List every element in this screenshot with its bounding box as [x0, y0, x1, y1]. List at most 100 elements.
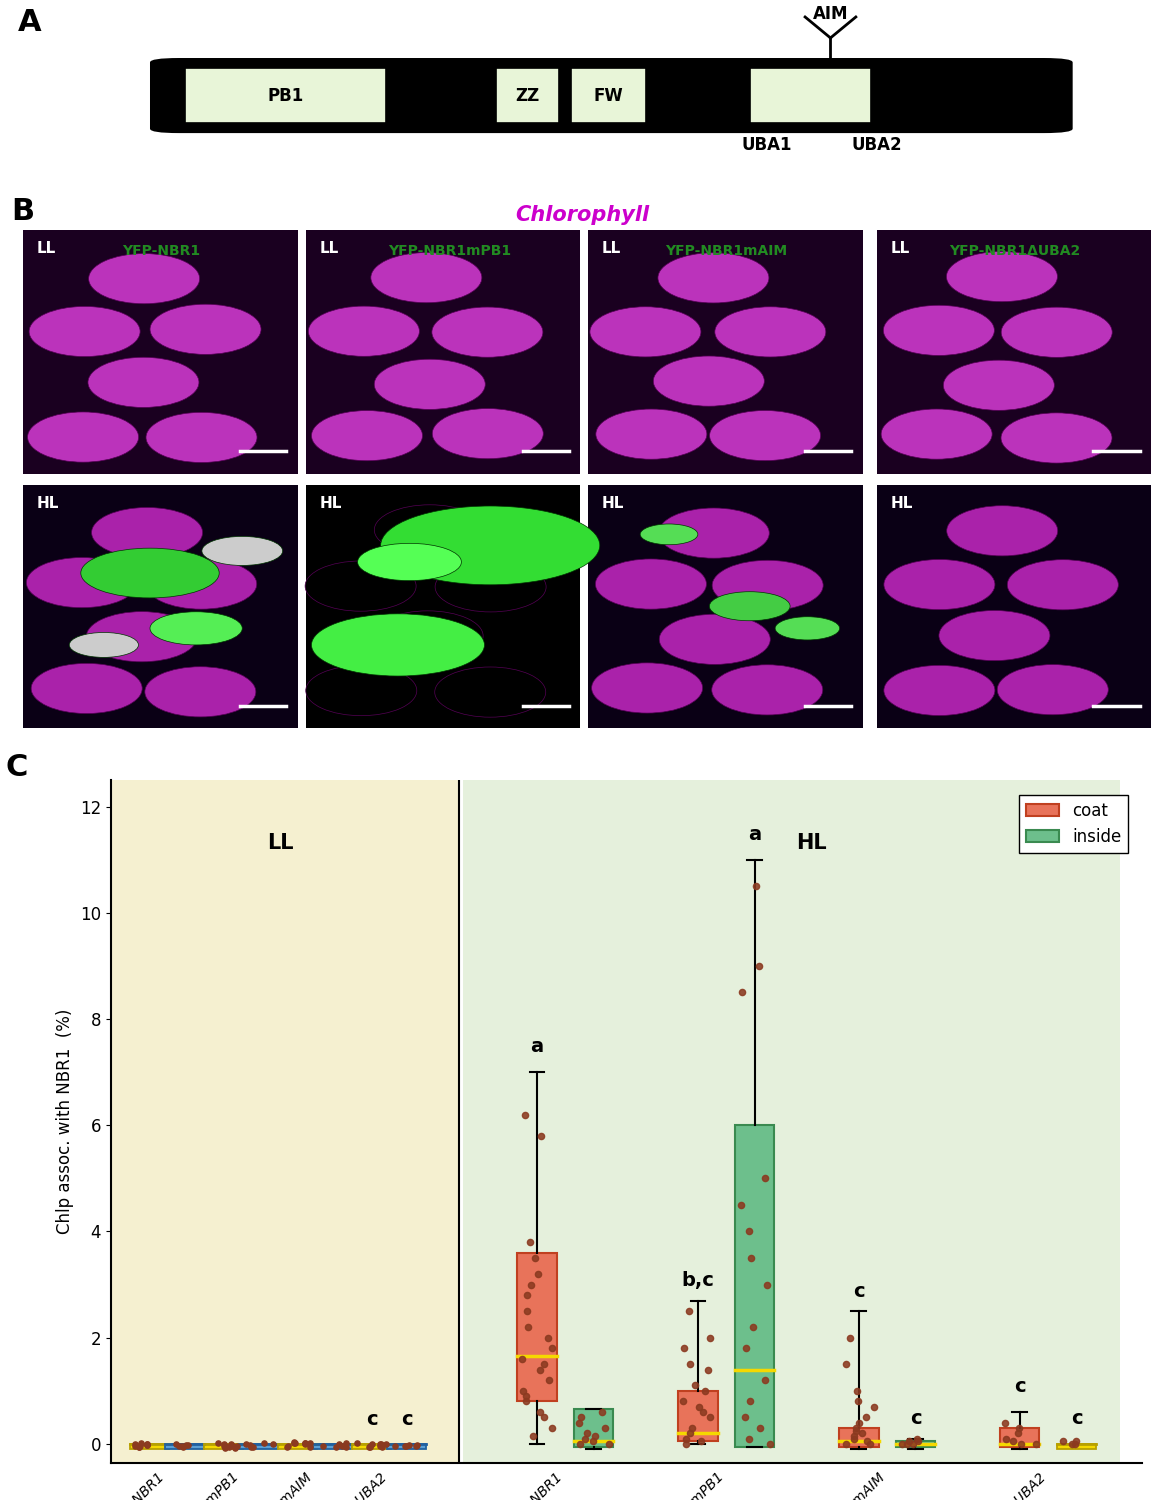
Point	[740, 1426, 758, 1450]
Ellipse shape	[658, 254, 769, 303]
Ellipse shape	[27, 558, 137, 608]
Point	[700, 1406, 719, 1429]
Point	[220, 1434, 239, 1458]
Ellipse shape	[69, 633, 139, 657]
Point	[737, 1336, 756, 1360]
Point	[179, 1432, 198, 1456]
Ellipse shape	[715, 308, 826, 357]
Point	[857, 1430, 876, 1454]
Bar	[239, 1444, 278, 1449]
Ellipse shape	[944, 360, 1054, 411]
Point	[997, 1426, 1016, 1450]
Point	[167, 1432, 185, 1456]
Text: PB1: PB1	[268, 87, 304, 105]
Ellipse shape	[881, 410, 993, 459]
Text: B: B	[12, 196, 35, 226]
Point	[848, 1389, 867, 1413]
Ellipse shape	[435, 668, 545, 717]
Point	[680, 1422, 699, 1446]
Text: HL: HL	[319, 495, 341, 510]
Point	[570, 1410, 588, 1434]
Point	[756, 1167, 775, 1191]
Point	[337, 1436, 355, 1460]
Point	[1010, 1416, 1029, 1440]
Point	[301, 1431, 319, 1455]
Ellipse shape	[939, 610, 1050, 660]
Text: LL: LL	[267, 833, 294, 854]
Point	[585, 1424, 603, 1448]
Text: c: c	[1071, 1408, 1082, 1428]
Point	[845, 1426, 863, 1450]
Point	[373, 1434, 391, 1458]
Ellipse shape	[775, 616, 840, 640]
Point	[733, 981, 751, 1005]
Point	[861, 1432, 880, 1456]
Text: YFP-NBR1mAIM: YFP-NBR1mAIM	[802, 1470, 888, 1500]
Point	[216, 1434, 234, 1458]
Point	[285, 1431, 304, 1455]
Point	[543, 1336, 562, 1360]
Point	[847, 1378, 866, 1402]
Point	[740, 1220, 758, 1244]
Point	[853, 1422, 871, 1446]
Point	[301, 1434, 319, 1458]
Text: LL: LL	[319, 242, 339, 256]
Point	[901, 1430, 919, 1454]
Text: UBA2: UBA2	[852, 135, 902, 153]
Point	[278, 1434, 297, 1458]
Point	[407, 1434, 425, 1458]
Text: AIM: AIM	[813, 4, 848, 22]
Ellipse shape	[150, 304, 261, 354]
Ellipse shape	[372, 610, 483, 662]
Point	[676, 1432, 694, 1456]
Ellipse shape	[29, 306, 140, 357]
Point	[227, 1434, 246, 1458]
Point	[741, 1389, 760, 1413]
Ellipse shape	[435, 561, 546, 612]
Point	[327, 1436, 346, 1460]
Ellipse shape	[595, 560, 706, 609]
Ellipse shape	[1008, 560, 1118, 610]
Point	[516, 1102, 535, 1126]
Point	[517, 1299, 536, 1323]
Point	[516, 1384, 535, 1408]
Point	[840, 1326, 859, 1350]
Point	[897, 1432, 916, 1456]
Point	[348, 1431, 367, 1455]
Point	[332, 1434, 351, 1458]
Bar	[305, 230, 580, 474]
Point	[209, 1431, 227, 1455]
Text: YFP-NBR1mAIM: YFP-NBR1mAIM	[665, 244, 788, 258]
Point	[517, 1282, 536, 1306]
Point	[361, 1434, 380, 1458]
Point	[523, 1424, 542, 1448]
Bar	[463, 777, 1120, 1462]
Point	[864, 1395, 883, 1419]
Point	[538, 1326, 557, 1350]
Point	[836, 1432, 855, 1456]
Point	[735, 1406, 754, 1429]
Text: YFP-NBR1ΔUBA2: YFP-NBR1ΔUBA2	[949, 244, 1081, 258]
Ellipse shape	[150, 612, 242, 645]
Ellipse shape	[884, 666, 995, 716]
Point	[838, 1352, 856, 1376]
Text: YFP-NBR1: YFP-NBR1	[122, 244, 200, 258]
Point	[137, 1432, 156, 1456]
Ellipse shape	[654, 356, 764, 407]
Point	[236, 1431, 255, 1455]
Ellipse shape	[80, 548, 219, 598]
Point	[226, 1436, 245, 1460]
Point	[1009, 1422, 1028, 1446]
Point	[130, 1434, 149, 1458]
Point	[578, 1422, 596, 1446]
Point	[174, 1436, 192, 1460]
Ellipse shape	[432, 308, 543, 357]
Ellipse shape	[358, 543, 461, 580]
Point	[600, 1432, 619, 1456]
Point	[750, 954, 769, 978]
Ellipse shape	[31, 663, 142, 714]
Ellipse shape	[1001, 413, 1113, 464]
Text: YFP-NBR1mPB1: YFP-NBR1mPB1	[388, 244, 511, 258]
Ellipse shape	[374, 358, 486, 410]
Point	[518, 1316, 537, 1340]
